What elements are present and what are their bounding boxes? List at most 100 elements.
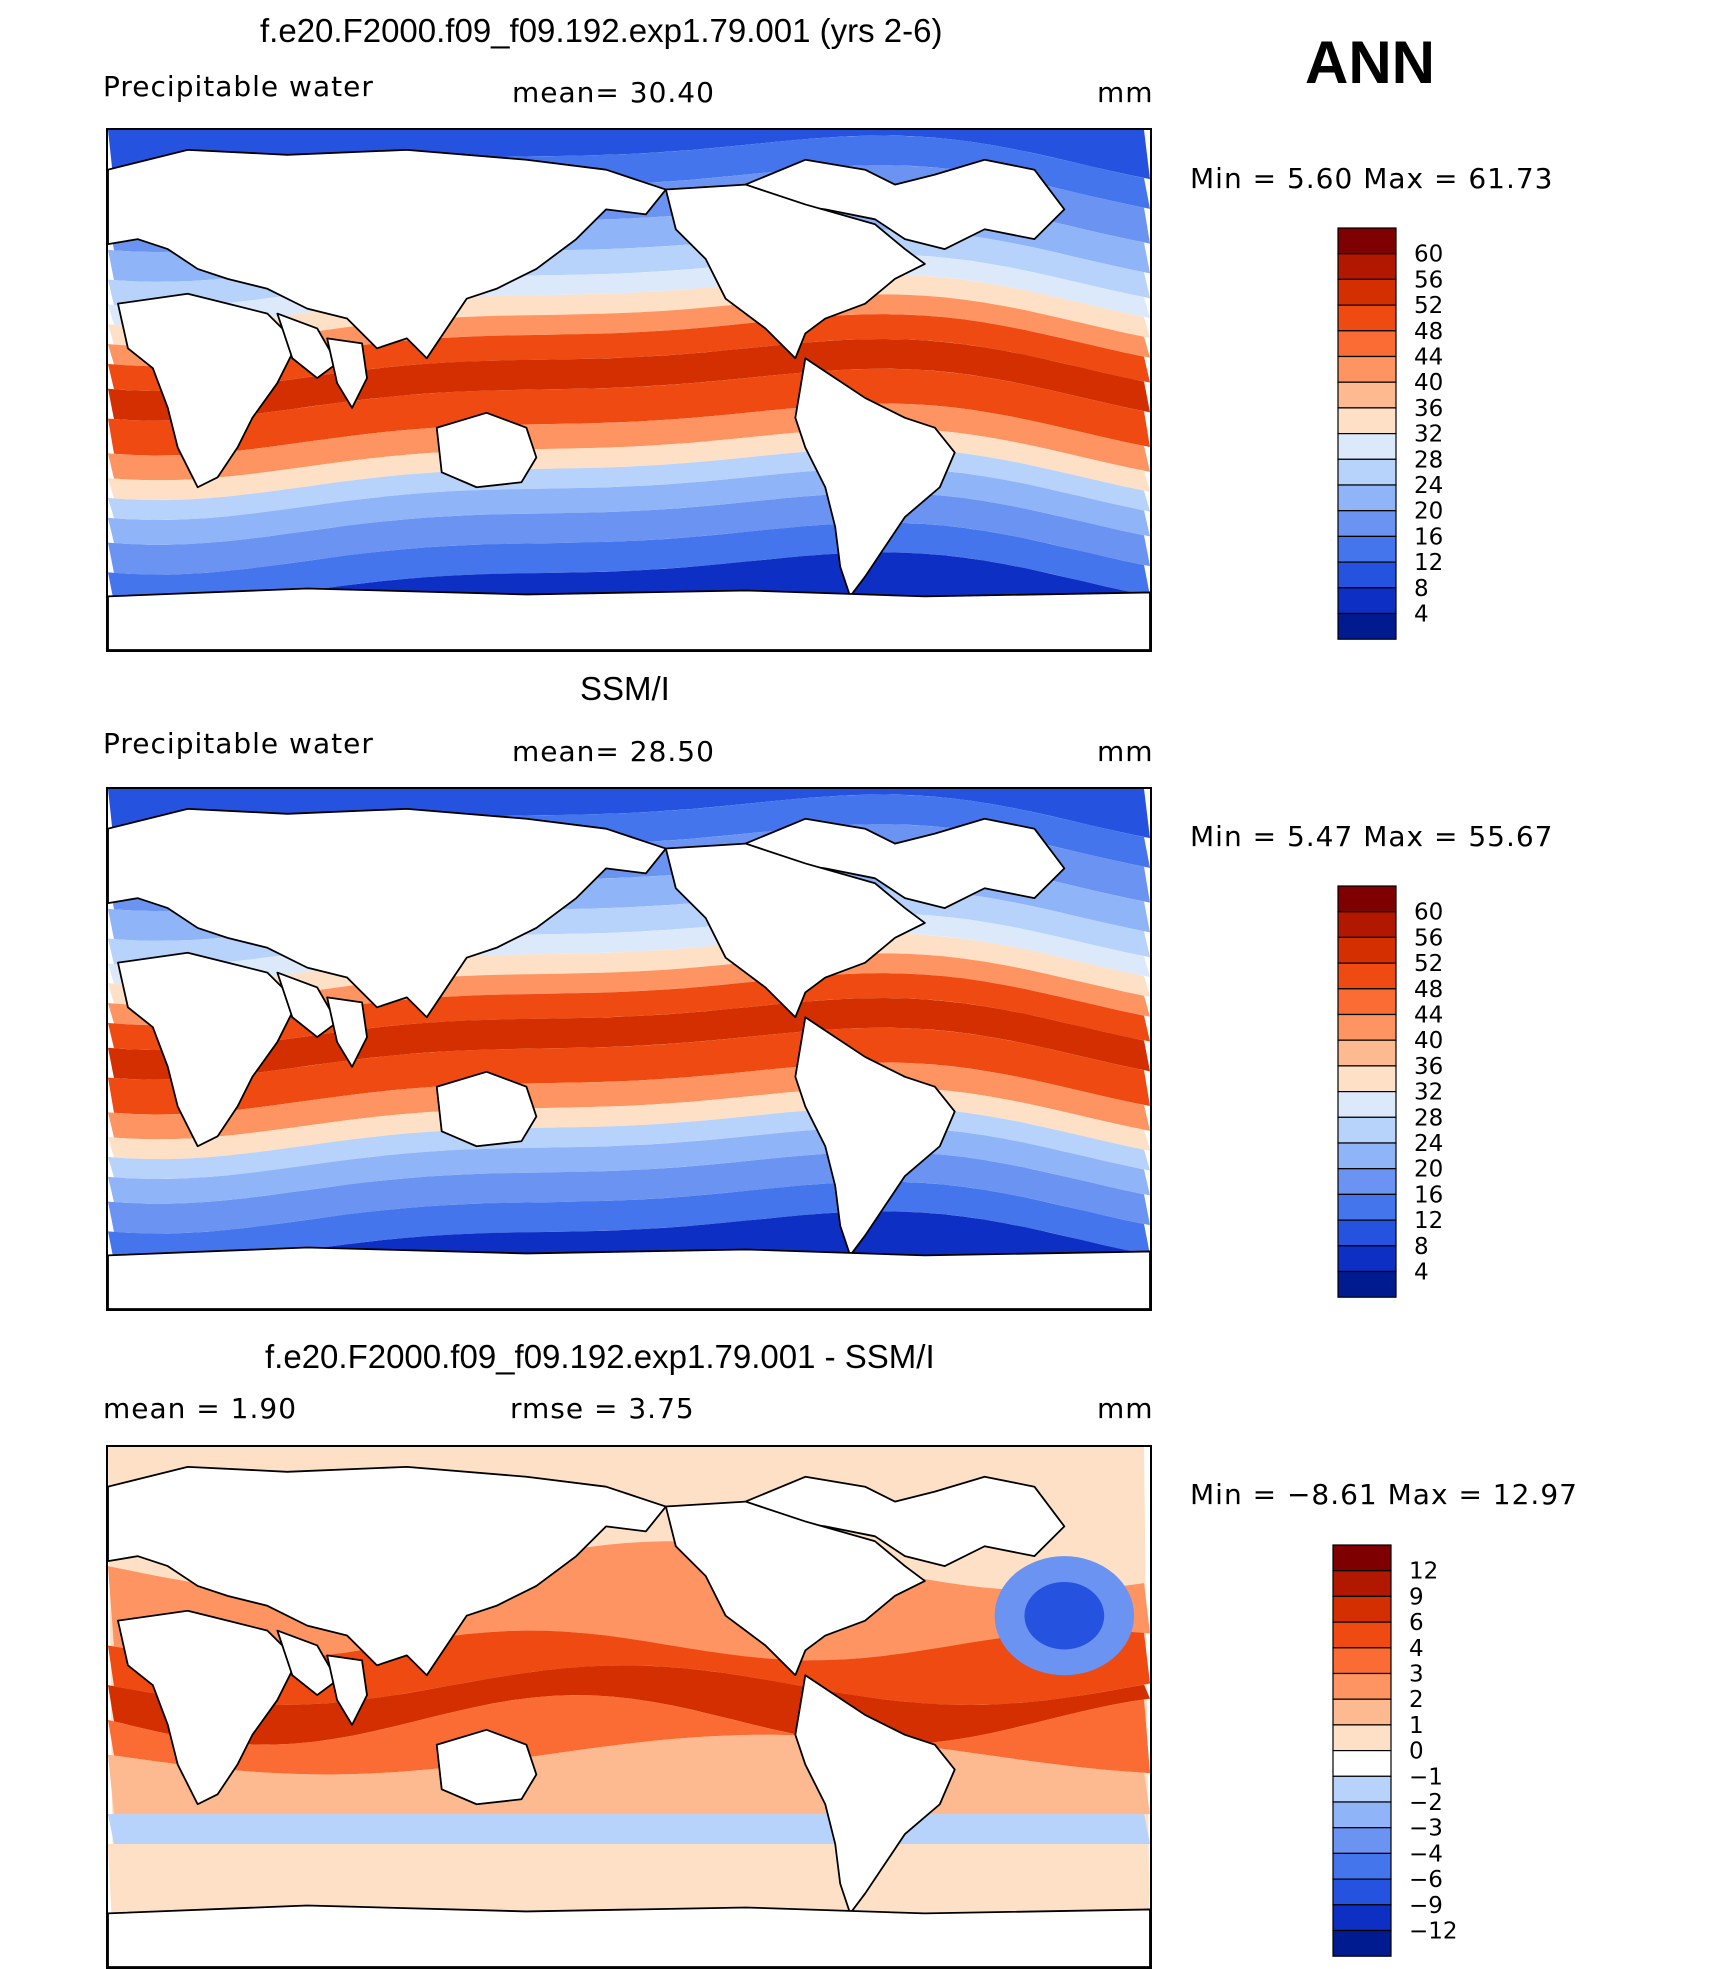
colorbar-swatch: [1337, 278, 1397, 306]
colorbar-level-label: −9: [1409, 1893, 1443, 1919]
colorbar-swatch: [1332, 1672, 1392, 1700]
colorbar-swatch: [1332, 1775, 1392, 1803]
colorbar-level-label: 44: [1414, 345, 1443, 371]
colorbar-swatch: [1337, 510, 1397, 538]
colorbar-level-label: 20: [1414, 1157, 1443, 1183]
colorbar-swatch: [1337, 885, 1397, 913]
continent-outline: [276, 312, 339, 379]
panel-obs-units: mm: [1097, 735, 1154, 768]
colorbar-level-label: 4: [1414, 1260, 1429, 1286]
continent-outline: [744, 1475, 1066, 1567]
colorbar-swatch: [1337, 304, 1397, 332]
colorbar-level-label: 60: [1414, 242, 1443, 268]
colorbar-level-label: −12: [1409, 1919, 1458, 1945]
colorbar-swatch: [1332, 1750, 1392, 1777]
colorbar-swatch: [1337, 1193, 1397, 1221]
colorbar-level-label: 8: [1414, 1234, 1429, 1260]
panel-model-title: f.e20.F2000.f09_f09.192.exp1.79.001 (yrs…: [260, 12, 943, 49]
colorbar-swatch: [1332, 1647, 1392, 1675]
continent-outline: [117, 1609, 299, 1806]
panel-model-continents: [108, 148, 1150, 650]
panel-obs-title: SSM/I: [580, 670, 670, 707]
colorbar-level-label: 8: [1414, 576, 1429, 602]
colorbar-level-label: 56: [1414, 925, 1443, 951]
colorbar-swatch: [1332, 1570, 1392, 1598]
contour-band: [108, 1665, 1150, 1745]
colorbar-level-label: 28: [1414, 1105, 1443, 1131]
contour-band: [108, 274, 1150, 347]
panel-model-mean-label: mean= 30.40: [512, 76, 715, 109]
panel-diff-colorbar: 12 9 6 4 3 2 1 0 −1 −2 −3 −4 −6 −9 −12: [1332, 1544, 1533, 1966]
colorbar-swatch: [1332, 1801, 1392, 1829]
continent-outline: [108, 587, 1150, 650]
panel-obs-mean-label: mean= 28.50: [512, 735, 715, 768]
contour-band: [108, 522, 1150, 605]
continent-outline: [664, 1500, 926, 1677]
colorbar-swatch: [1337, 253, 1397, 281]
colorbar-swatch: [1337, 433, 1397, 460]
colorbar-level-label: 12: [1409, 1559, 1438, 1585]
panel-obs-continents: [108, 807, 1150, 1309]
continent-outline: [108, 1246, 1150, 1309]
colorbar-level-label: 16: [1414, 524, 1443, 550]
continent-outline: [276, 1629, 339, 1696]
colorbar-swatch: [1337, 381, 1397, 409]
colorbar-swatch: [1337, 1168, 1397, 1196]
contour-band: [108, 997, 1150, 1080]
panel-model-variable-label: Precipitable water: [103, 70, 374, 103]
colorbar-level-label: −6: [1409, 1867, 1443, 1893]
continent-outline: [664, 842, 926, 1019]
contour-band: [108, 130, 1150, 188]
colorbar-level-label: −1: [1409, 1764, 1443, 1790]
continent-outline: [108, 807, 667, 1019]
colorbar-swatch: [1337, 1013, 1397, 1041]
continent-outline: [117, 292, 299, 489]
continent-outline: [108, 1904, 1150, 1967]
colorbar-swatch: [1337, 587, 1397, 615]
colorbar-swatch: [1337, 911, 1397, 939]
colorbar-level-label: 9: [1409, 1584, 1424, 1610]
colorbar-level-label: 52: [1414, 951, 1443, 977]
continent-outline: [794, 1016, 956, 1257]
contour-band: [108, 338, 1150, 421]
panel-obs-variable-label: Precipitable water: [103, 727, 374, 760]
colorbar-swatch: [1337, 1065, 1397, 1093]
colorbar-level-label: 24: [1414, 1131, 1443, 1157]
colorbar-level-label: −2: [1409, 1790, 1443, 1816]
colorbar-swatch: [1332, 1544, 1392, 1572]
colorbar-swatch: [1337, 227, 1397, 255]
colorbar-swatch: [1332, 1595, 1392, 1623]
colorbar-level-label: 12: [1414, 550, 1443, 576]
colorbar-swatch: [1337, 1116, 1397, 1144]
continent-outline: [326, 996, 368, 1068]
colorbar-swatch: [1337, 1219, 1397, 1247]
colorbar-level-label: 48: [1414, 319, 1443, 345]
panel-obs-map: [106, 787, 1152, 1311]
colorbar-swatch: [1337, 458, 1397, 486]
colorbar-level-label: 20: [1414, 499, 1443, 525]
panel-model-minmax: Min = 5.60 Max = 61.73: [1190, 162, 1554, 195]
panel-diff-mean-label: mean = 1.90: [103, 1392, 298, 1425]
panel-diff-map: [106, 1445, 1152, 1969]
panel-model-units: mm: [1097, 76, 1154, 109]
colorbar-swatch: [1332, 1878, 1392, 1906]
contour-band: [108, 1814, 1150, 1844]
colorbar-level-label: 2: [1409, 1687, 1424, 1713]
contour-band: [108, 1695, 1150, 1775]
colorbar-level-label: −4: [1409, 1841, 1443, 1867]
contour-band: [108, 789, 1150, 847]
contour-band: [108, 368, 1150, 456]
panel-obs-colorbar: 60 56 52 48 44 40 36 32 28 24 20 16 12 8 4: [1337, 885, 1538, 1307]
colorbar-swatch: [1337, 936, 1397, 964]
colorbar-level-label: 16: [1414, 1182, 1443, 1208]
continent-outline: [435, 411, 538, 489]
panel-diff-minmax: Min = −8.61 Max = 12.97: [1190, 1478, 1578, 1511]
colorbar-level-label: 4: [1414, 602, 1429, 628]
colorbar-level-label: 1: [1409, 1713, 1424, 1739]
continent-outline: [108, 1465, 667, 1677]
panel-diff-rmse-label: rmse = 3.75: [510, 1392, 695, 1425]
continent-outline: [794, 1674, 956, 1915]
colorbar-swatch: [1337, 535, 1397, 563]
contour-band: [108, 1181, 1150, 1264]
colorbar-level-label: 60: [1414, 900, 1443, 926]
